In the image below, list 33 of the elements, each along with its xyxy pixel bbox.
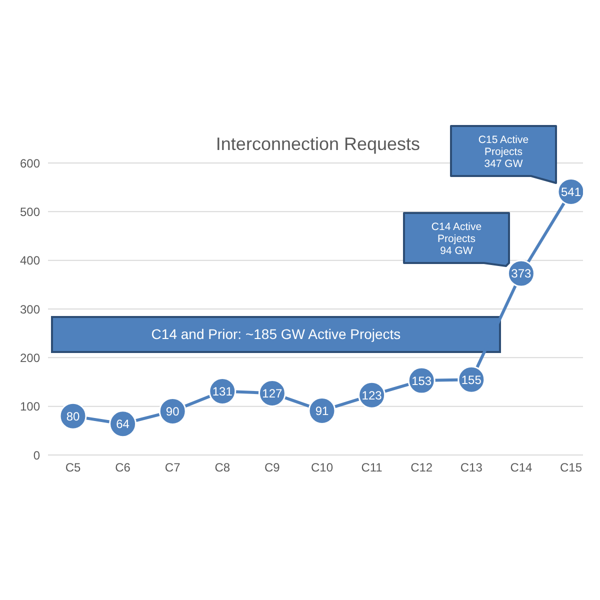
data-label: 123 [362,388,382,402]
x-tick-label: C9 [264,460,280,475]
annotation: C14 and Prior: ~185 GW Active Projects [151,326,401,342]
y-tick-label: 400 [20,254,40,268]
x-tick-label: C15 [560,460,582,475]
x-tick-label: C7 [164,460,181,475]
chart-title: Interconnection Requests [216,134,420,154]
data-label: 153 [412,374,432,388]
data-label: 155 [461,372,482,387]
y-tick-label: 500 [20,204,40,219]
data-label: 64 [116,417,130,432]
annotation: C15 Active Projects 347 GW [478,134,529,170]
data-label: 127 [262,386,283,400]
y-tick-label: 0 [33,448,40,462]
x-tick-label: C11 [361,460,383,475]
y-tick-label: 200 [20,350,40,365]
x-tick-label: C8 [214,460,230,475]
y-tick-label: 300 [20,302,40,316]
data-label: 80 [66,409,80,424]
x-tick-label: C6 [115,460,131,475]
x-tick-label: C14 [510,460,533,475]
data-label: 131 [212,384,233,399]
x-tick-label: C5 [65,460,81,475]
x-tick-label: C12 [410,460,433,475]
data-label: 90 [166,404,180,418]
y-tick-label: 100 [20,400,40,414]
data-label: 373 [511,266,532,281]
data-label: 91 [315,404,329,418]
data-label: 541 [560,184,582,199]
x-tick-label: C13 [460,460,483,475]
annotation: C14 Active Projects 94 GW [431,221,482,257]
x-tick-label: C10 [310,460,334,475]
y-tick-label: 600 [20,156,40,170]
